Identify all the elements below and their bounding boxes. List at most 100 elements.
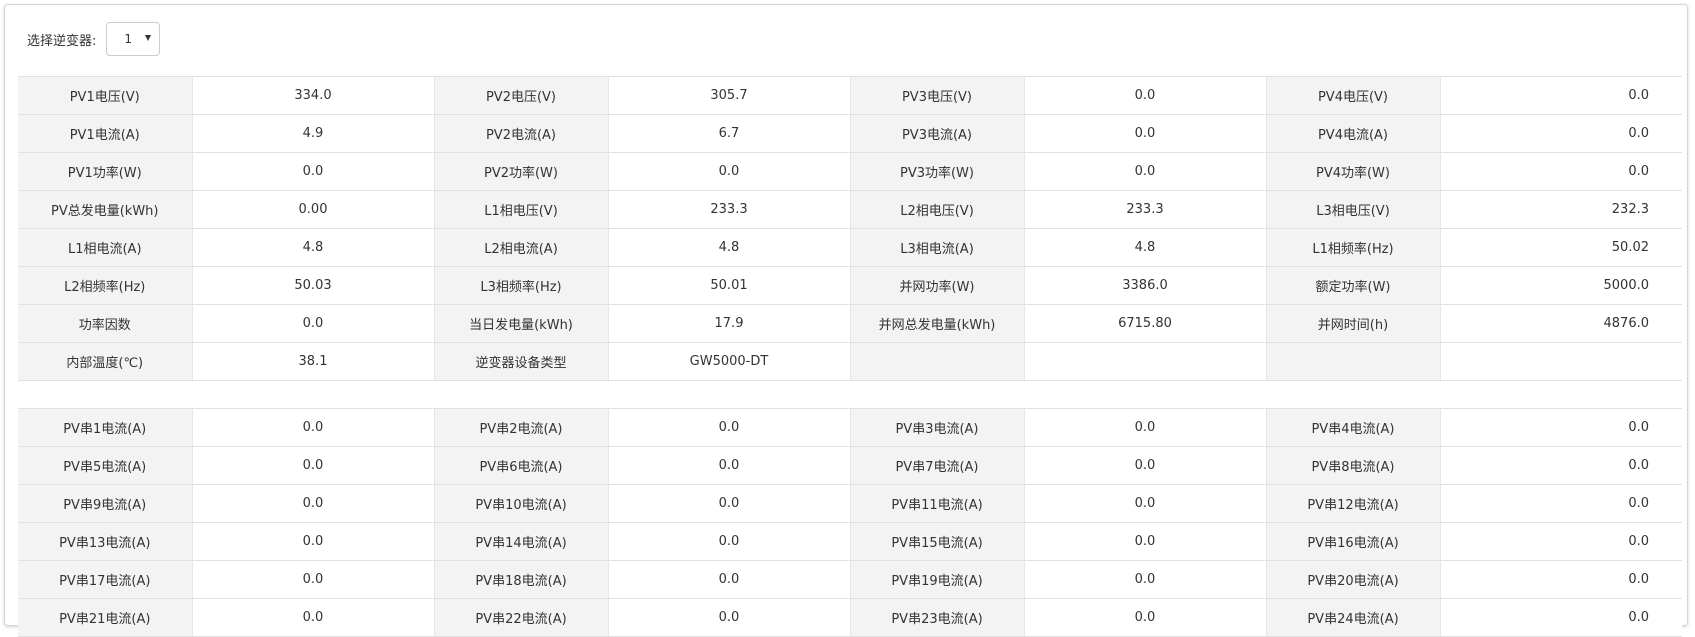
metric-value: 4.9 bbox=[191, 114, 434, 153]
metric-label: PV3功率(W) bbox=[849, 152, 1024, 191]
metric-value: 0.0 bbox=[1023, 598, 1266, 637]
inverter-main-table: PV1电压(V) 334.0 PV2电压(V) 305.7 PV3电压(V) 0.0 PV4… bbox=[18, 76, 1682, 381]
metric-label: PV串23电流(A) bbox=[849, 598, 1024, 637]
metric-value: 0.0 bbox=[1439, 522, 1682, 561]
metric-label: PV4功率(W) bbox=[1265, 152, 1440, 191]
metric-value: 0.0 bbox=[607, 152, 850, 191]
metric-label: PV串19电流(A) bbox=[849, 560, 1024, 599]
inverter-selector-label: 选择逆变器: bbox=[27, 33, 97, 49]
metric-label: PV串17电流(A) bbox=[18, 560, 192, 599]
metric-value: 0.0 bbox=[1023, 152, 1266, 191]
metric-label: 并网功率(W) bbox=[849, 266, 1024, 305]
metric-value: 233.3 bbox=[1023, 190, 1266, 229]
metric-value: 0.0 bbox=[1023, 114, 1266, 153]
metric-value: 0.0 bbox=[191, 522, 434, 561]
metric-label: PV串10电流(A) bbox=[433, 484, 608, 523]
metric-value: 4876.0 bbox=[1439, 304, 1682, 343]
metric-value: 233.3 bbox=[607, 190, 850, 229]
metric-value: 0.0 bbox=[1439, 446, 1682, 485]
metric-label bbox=[1265, 342, 1440, 381]
metric-value: 3386.0 bbox=[1023, 266, 1266, 305]
metric-label: PV2电压(V) bbox=[433, 76, 608, 115]
metric-label: PV总发电量(kWh) bbox=[18, 190, 192, 229]
metric-value: 334.0 bbox=[191, 76, 434, 115]
table-row: PV总发电量(kWh) 0.00 L1相电压(V) 233.3 L2相电压(V) 233.… bbox=[18, 190, 1682, 229]
table-row: PV1功率(W) 0.0 PV2功率(W) 0.0 PV3功率(W) 0.0 PV4功率(W… bbox=[18, 152, 1682, 191]
inverter-data-panel: 选择逆变器: 1 PV1电压(V) 334.0 PV2电压(V) 305.7 PV3电压… bbox=[4, 4, 1688, 637]
table-row: PV串17电流(A) 0.0 PV串18电流(A) 0.0 PV串19电流(A) 0.0 P… bbox=[18, 560, 1682, 599]
metric-value: 4.8 bbox=[607, 228, 850, 267]
table-row: PV串1电流(A) 0.0 PV串2电流(A) 0.0 PV串3电流(A) 0.0 PV串4… bbox=[18, 408, 1682, 447]
metric-value: 0.0 bbox=[191, 446, 434, 485]
table-row: PV1电压(V) 334.0 PV2电压(V) 305.7 PV3电压(V) 0.0 PV4… bbox=[18, 76, 1682, 115]
metric-value: 6.7 bbox=[607, 114, 850, 153]
metric-label: PV串18电流(A) bbox=[433, 560, 608, 599]
metric-value: 0.0 bbox=[1023, 408, 1266, 447]
metric-value bbox=[1023, 342, 1266, 381]
metric-label: PV串24电流(A) bbox=[1265, 598, 1440, 637]
metric-value: 0.0 bbox=[191, 304, 434, 343]
inverter-selector-bar: 选择逆变器: 1 bbox=[27, 19, 161, 59]
metric-label: PV串2电流(A) bbox=[433, 408, 608, 447]
table-row: PV1电流(A) 4.9 PV2电流(A) 6.7 PV3电流(A) 0.0 PV4电流(A… bbox=[18, 114, 1682, 153]
metric-label: L1相频率(Hz) bbox=[1265, 228, 1440, 267]
metric-label: PV串6电流(A) bbox=[433, 446, 608, 485]
metric-value: 0.0 bbox=[607, 408, 850, 447]
metric-value: 0.0 bbox=[1023, 522, 1266, 561]
metric-label: PV串16电流(A) bbox=[1265, 522, 1440, 561]
metric-value: 0.0 bbox=[191, 598, 434, 637]
metric-value: 0.0 bbox=[1023, 76, 1266, 115]
inverter-select[interactable]: 1 bbox=[106, 22, 161, 56]
metric-label: PV1电压(V) bbox=[18, 76, 192, 115]
table-row: 功率因数 0.0 当日发电量(kWh) 17.9 并网总发电量(kWh) 6715.80 并… bbox=[18, 304, 1682, 343]
metric-label: 逆变器设备类型 bbox=[433, 342, 608, 381]
metric-label: 额定功率(W) bbox=[1265, 266, 1440, 305]
metric-value: 38.1 bbox=[191, 342, 434, 381]
metric-value: 0.0 bbox=[607, 446, 850, 485]
metric-label: PV串20电流(A) bbox=[1265, 560, 1440, 599]
metric-value: 0.0 bbox=[1439, 484, 1682, 523]
metric-label: 并网总发电量(kWh) bbox=[849, 304, 1024, 343]
metric-value: 0.0 bbox=[191, 560, 434, 599]
table-row: PV串13电流(A) 0.0 PV串14电流(A) 0.0 PV串15电流(A) 0.0 P… bbox=[18, 522, 1682, 561]
chevron-down-icon bbox=[145, 35, 152, 41]
metric-value: 0.0 bbox=[1439, 560, 1682, 599]
metric-label: PV串15电流(A) bbox=[849, 522, 1024, 561]
metric-label: L2相电压(V) bbox=[849, 190, 1024, 229]
metric-label: PV1功率(W) bbox=[18, 152, 192, 191]
metric-label: 功率因数 bbox=[18, 304, 192, 343]
table-row: PV串9电流(A) 0.0 PV串10电流(A) 0.0 PV串11电流(A) 0.0 PV… bbox=[18, 484, 1682, 523]
metric-label: PV2功率(W) bbox=[433, 152, 608, 191]
metric-value: 0.0 bbox=[191, 408, 434, 447]
metric-label: PV4电流(A) bbox=[1265, 114, 1440, 153]
metric-label: PV串8电流(A) bbox=[1265, 446, 1440, 485]
metric-value: 4.8 bbox=[191, 228, 434, 267]
metric-value: 0.0 bbox=[607, 560, 850, 599]
metric-label: PV串12电流(A) bbox=[1265, 484, 1440, 523]
metric-value: 17.9 bbox=[607, 304, 850, 343]
inverter-select-value: 1 bbox=[124, 32, 133, 46]
metric-label: L1相电流(A) bbox=[18, 228, 192, 267]
metric-label: L3相频率(Hz) bbox=[433, 266, 608, 305]
metric-label: PV串7电流(A) bbox=[849, 446, 1024, 485]
metric-value: 0.0 bbox=[1439, 598, 1682, 637]
metric-value: GW5000-DT bbox=[607, 342, 850, 381]
metric-value: 232.3 bbox=[1439, 190, 1682, 229]
metric-label: PV串22电流(A) bbox=[433, 598, 608, 637]
metric-value: 0.0 bbox=[191, 152, 434, 191]
metric-value: 0.0 bbox=[1023, 484, 1266, 523]
metric-label: PV串3电流(A) bbox=[849, 408, 1024, 447]
metric-label: 内部温度(℃) bbox=[18, 342, 192, 381]
metric-label: PV1电流(A) bbox=[18, 114, 192, 153]
metric-label: L1相电压(V) bbox=[433, 190, 608, 229]
metric-value: 0.0 bbox=[1439, 408, 1682, 447]
metric-value: 5000.0 bbox=[1439, 266, 1682, 305]
table-row: PV串5电流(A) 0.0 PV串6电流(A) 0.0 PV串7电流(A) 0.0 PV串8… bbox=[18, 446, 1682, 485]
metric-value: 0.0 bbox=[607, 598, 850, 637]
metric-label: 并网时间(h) bbox=[1265, 304, 1440, 343]
metric-value: 305.7 bbox=[607, 76, 850, 115]
metric-label: 当日发电量(kWh) bbox=[433, 304, 608, 343]
metric-label: PV串21电流(A) bbox=[18, 598, 192, 637]
metric-value: 0.0 bbox=[607, 522, 850, 561]
metric-value: 0.0 bbox=[1439, 152, 1682, 191]
